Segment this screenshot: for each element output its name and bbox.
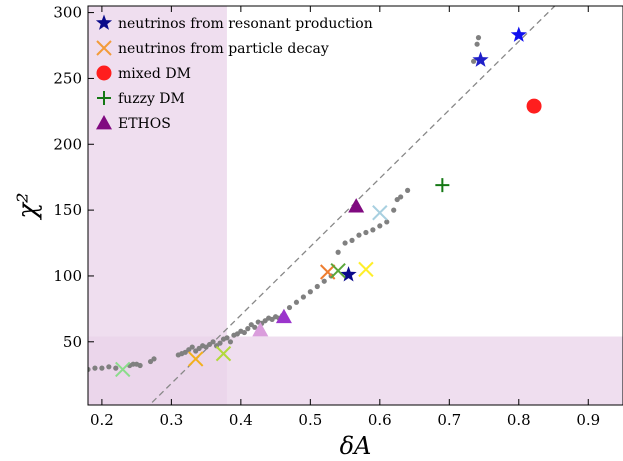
x-tick-label: 0.5 (298, 411, 322, 429)
background-point (151, 356, 157, 362)
x-tick-label: 0.3 (159, 411, 183, 429)
series-0-point (510, 26, 527, 42)
axis-ticks: 0.2 0.3 0.4 0.5 0.6 0.7 0.8 0.9 50 100 150 200 250 30… (53, 4, 600, 429)
background-point (370, 227, 376, 233)
series-1-point (330, 262, 346, 279)
background-point (377, 223, 383, 229)
background-point (342, 240, 348, 246)
background-point (349, 237, 355, 243)
background-point (391, 207, 397, 213)
legend-label: fuzzy DM (118, 91, 185, 107)
background-point (356, 232, 362, 238)
legend-marker (96, 115, 112, 130)
y-tick-label: 250 (53, 69, 82, 87)
background-point (405, 187, 411, 193)
background-point (471, 58, 477, 64)
series-markers (115, 26, 542, 378)
background-point (307, 289, 313, 295)
y-tick-label: 50 (63, 333, 82, 351)
background-point (474, 41, 480, 47)
background-point (363, 229, 369, 236)
background-point (106, 364, 112, 370)
background-point (314, 283, 320, 290)
legend-marker (96, 65, 112, 81)
legend-label: neutrinos from particle decay (118, 41, 329, 57)
background-point (321, 278, 327, 284)
x-tick-label: 0.4 (229, 411, 253, 429)
background-point (293, 299, 300, 305)
x-tick-label: 0.7 (437, 411, 461, 429)
legend-marker (96, 40, 112, 56)
series-4-point (252, 321, 269, 337)
legend-marker (97, 91, 111, 105)
legend-label: mixed DM (118, 66, 191, 82)
background-point (92, 365, 98, 371)
y-tick-label: 150 (53, 201, 82, 219)
y-tick-label: 300 (53, 4, 82, 22)
background-point (300, 294, 306, 300)
series-1-point (372, 205, 388, 221)
background-point (210, 339, 216, 345)
plot-border (87, 5, 623, 406)
y-tick-label: 100 (53, 267, 82, 285)
x-tick-label: 0.6 (368, 411, 392, 429)
background-point (224, 335, 230, 341)
background-point (217, 340, 223, 346)
background-point (252, 324, 258, 330)
plot-frame (87, 5, 623, 406)
x-tick-label: 0.2 (90, 411, 114, 429)
background-point (113, 365, 119, 371)
y-tick-label: 200 (53, 135, 82, 153)
series-1-point (215, 345, 232, 362)
series-0-point (472, 51, 489, 67)
background-point (245, 326, 251, 332)
background-point (137, 362, 143, 369)
background-point (475, 35, 482, 41)
series-4-point (348, 198, 365, 213)
background-point (227, 339, 234, 345)
legend-marker (95, 14, 113, 30)
series-3-point (435, 178, 450, 193)
series-2-point (526, 98, 542, 114)
background-point (384, 219, 390, 225)
background-point (286, 304, 293, 311)
series-4-point (275, 308, 292, 324)
y-axis-label: χ² (13, 192, 43, 220)
series-1-point (358, 261, 374, 278)
legend-label: neutrinos from resonant production (118, 16, 373, 32)
series-1-point (115, 361, 131, 378)
legend: neutrinos from resonant production neutri… (95, 14, 373, 132)
shaded-regions (88, 6, 623, 405)
background-point (241, 329, 247, 336)
x-tick-label: 0.9 (576, 411, 600, 429)
x-axis-label: δA (340, 432, 372, 460)
series-1-point (187, 351, 204, 367)
background-point (398, 194, 404, 200)
legend-label: ETHOS (118, 116, 171, 132)
x-tick-label: 0.8 (507, 411, 531, 429)
series-0-point (340, 266, 357, 282)
background-point (99, 365, 105, 371)
shaded-region (88, 336, 623, 405)
background-point (189, 344, 195, 350)
background-point (335, 249, 341, 255)
background-point (88, 366, 91, 373)
